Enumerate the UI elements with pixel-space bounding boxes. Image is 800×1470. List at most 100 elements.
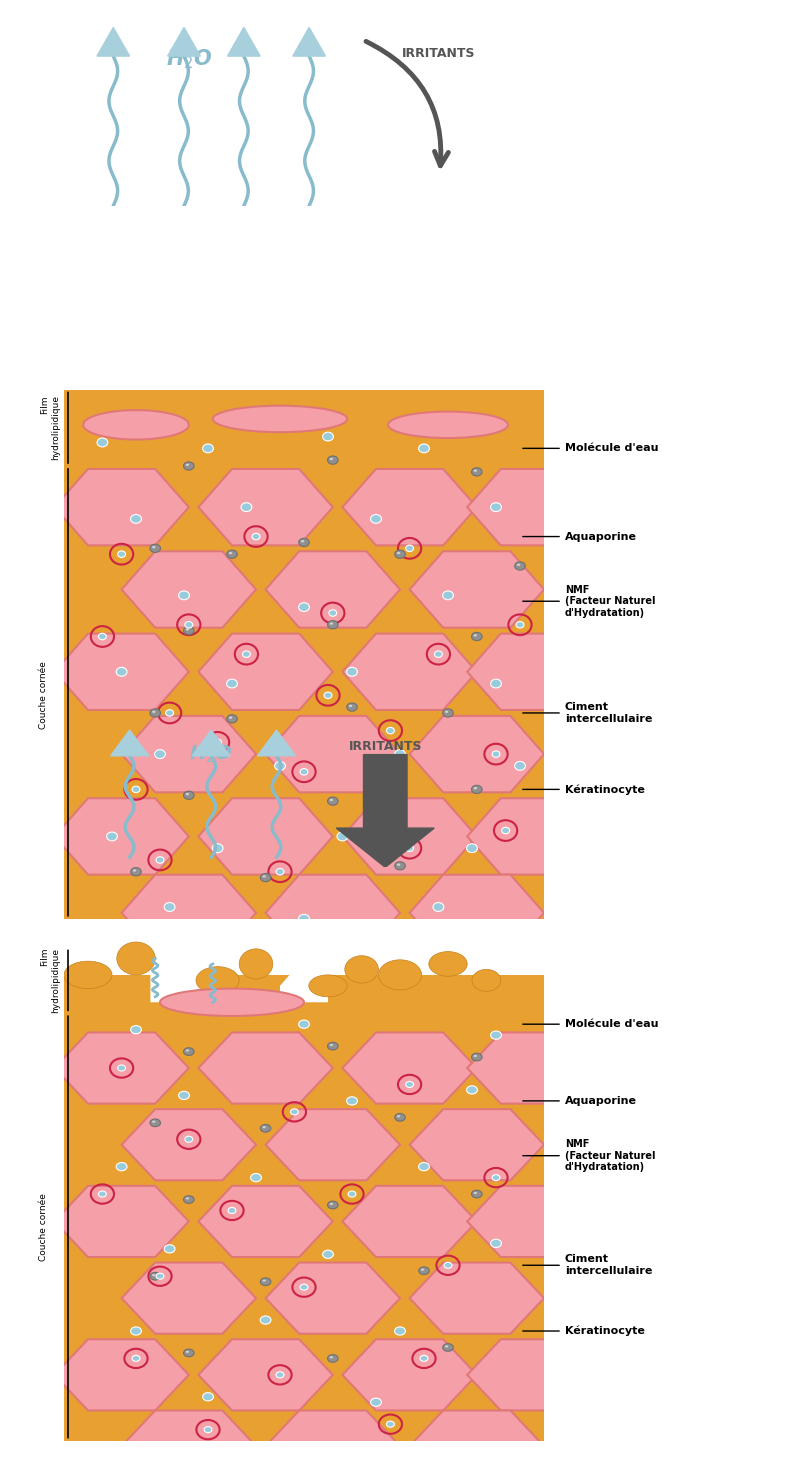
Ellipse shape: [204, 1426, 212, 1433]
Polygon shape: [293, 28, 326, 56]
Text: Film
hydrolipidique: Film hydrolipidique: [41, 948, 60, 1013]
Polygon shape: [150, 948, 218, 1003]
Ellipse shape: [116, 1163, 127, 1170]
Polygon shape: [54, 1186, 189, 1257]
Ellipse shape: [406, 545, 414, 551]
Ellipse shape: [386, 728, 394, 734]
Ellipse shape: [492, 1175, 500, 1180]
Polygon shape: [342, 469, 477, 545]
Text: H$_2$O: H$_2$O: [190, 744, 233, 766]
Polygon shape: [266, 551, 400, 628]
Ellipse shape: [298, 1020, 310, 1029]
Ellipse shape: [346, 667, 358, 676]
Ellipse shape: [370, 514, 382, 523]
Ellipse shape: [183, 791, 194, 800]
Ellipse shape: [442, 591, 454, 600]
Polygon shape: [342, 634, 477, 710]
Polygon shape: [467, 1032, 602, 1104]
Ellipse shape: [394, 750, 406, 759]
Ellipse shape: [322, 432, 334, 441]
Polygon shape: [198, 1032, 333, 1104]
Ellipse shape: [490, 1239, 502, 1248]
Ellipse shape: [185, 622, 193, 628]
Ellipse shape: [327, 1201, 338, 1208]
Ellipse shape: [327, 1042, 338, 1050]
Ellipse shape: [118, 551, 126, 557]
Text: NMF
(Facteur Naturel
d'Hydratation): NMF (Facteur Naturel d'Hydratation): [565, 1139, 655, 1172]
Ellipse shape: [228, 1207, 236, 1214]
Polygon shape: [410, 1263, 544, 1333]
Ellipse shape: [274, 761, 286, 770]
Ellipse shape: [406, 845, 414, 851]
Polygon shape: [410, 551, 544, 628]
Ellipse shape: [502, 828, 510, 833]
Ellipse shape: [397, 551, 400, 554]
Ellipse shape: [466, 844, 478, 853]
Ellipse shape: [132, 1355, 140, 1361]
Text: Kératinocyte: Kératinocyte: [565, 1326, 645, 1336]
Ellipse shape: [474, 1192, 477, 1194]
Text: Molécule d'eau: Molécule d'eau: [565, 1019, 658, 1029]
Polygon shape: [54, 1339, 189, 1410]
Text: NMF
(Facteur Naturel
d'Hydratation): NMF (Facteur Naturel d'Hydratation): [565, 585, 655, 617]
Ellipse shape: [290, 1108, 298, 1114]
Ellipse shape: [474, 469, 477, 472]
Ellipse shape: [348, 1191, 356, 1197]
Bar: [64, 390, 544, 919]
Ellipse shape: [186, 1198, 189, 1200]
Ellipse shape: [490, 679, 502, 688]
Ellipse shape: [324, 692, 332, 698]
Ellipse shape: [229, 551, 232, 554]
Ellipse shape: [397, 863, 400, 866]
Polygon shape: [280, 958, 328, 1003]
Ellipse shape: [150, 544, 161, 553]
Ellipse shape: [260, 1316, 271, 1324]
Ellipse shape: [156, 857, 164, 863]
Ellipse shape: [186, 1351, 189, 1352]
Polygon shape: [467, 1186, 602, 1257]
Polygon shape: [266, 1263, 400, 1333]
Polygon shape: [168, 28, 200, 56]
Polygon shape: [266, 716, 400, 792]
Text: Aquaporine: Aquaporine: [565, 1097, 637, 1105]
Text: Kératinocyte: Kératinocyte: [565, 784, 645, 795]
Polygon shape: [467, 634, 602, 710]
Ellipse shape: [183, 1048, 194, 1055]
Ellipse shape: [492, 751, 500, 757]
Polygon shape: [467, 1339, 602, 1410]
Ellipse shape: [394, 550, 406, 559]
Ellipse shape: [346, 703, 358, 711]
Text: IRRITANTS: IRRITANTS: [349, 739, 422, 753]
Ellipse shape: [276, 869, 284, 875]
Ellipse shape: [406, 1082, 414, 1088]
Ellipse shape: [474, 1055, 477, 1057]
Ellipse shape: [241, 503, 252, 512]
Ellipse shape: [83, 410, 189, 440]
Ellipse shape: [378, 960, 422, 989]
Ellipse shape: [160, 989, 304, 1016]
Text: IRRITANTS: IRRITANTS: [402, 47, 475, 60]
Ellipse shape: [327, 620, 338, 629]
Ellipse shape: [418, 1163, 430, 1170]
Ellipse shape: [262, 1126, 266, 1129]
Ellipse shape: [472, 969, 501, 991]
Ellipse shape: [183, 462, 194, 470]
Text: Molécule d'eau: Molécule d'eau: [565, 444, 658, 453]
Ellipse shape: [132, 786, 140, 792]
Text: Ciment
intercellulaire: Ciment intercellulaire: [565, 1254, 652, 1276]
Polygon shape: [54, 634, 189, 710]
Polygon shape: [54, 1032, 189, 1104]
Ellipse shape: [186, 1050, 189, 1051]
Ellipse shape: [466, 1086, 478, 1094]
Polygon shape: [266, 1110, 400, 1180]
Ellipse shape: [250, 1173, 262, 1182]
Polygon shape: [198, 798, 333, 875]
Ellipse shape: [186, 628, 189, 631]
Ellipse shape: [309, 975, 347, 997]
Ellipse shape: [202, 1392, 214, 1401]
Ellipse shape: [262, 875, 266, 878]
Text: H$_2$O: H$_2$O: [166, 47, 213, 71]
Ellipse shape: [152, 710, 155, 713]
Polygon shape: [122, 551, 256, 628]
Ellipse shape: [226, 550, 238, 559]
